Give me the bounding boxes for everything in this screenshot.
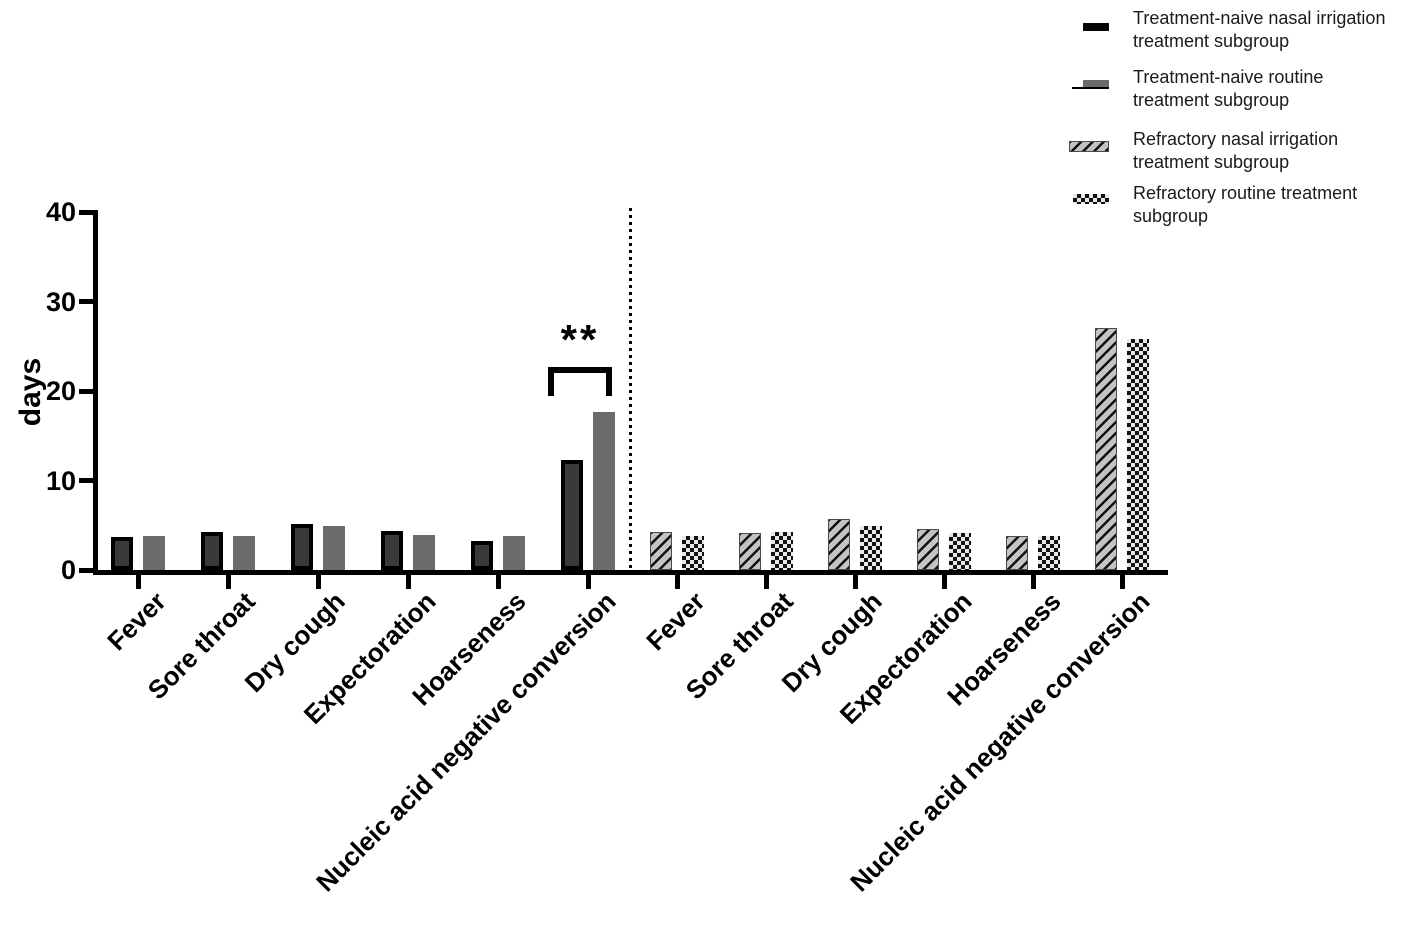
bar-sore-throat-checkered-group2 bbox=[771, 532, 793, 570]
significance-bracket-left-leg bbox=[548, 367, 554, 396]
bar-dry-cough-hatched-group2 bbox=[828, 518, 850, 570]
x-axis-label-fever-group2: Fever bbox=[639, 586, 711, 657]
x-axis-tick bbox=[763, 575, 769, 589]
bar-nucleic-acid-negative-conversion-solid-black-group1 bbox=[561, 459, 583, 570]
significance-bracket bbox=[548, 367, 612, 373]
legend-item-3: Refractory nasal irrigation treatment sub… bbox=[1069, 128, 1338, 174]
x-axis-tick bbox=[941, 575, 947, 589]
y-axis-tick bbox=[79, 388, 94, 394]
y-axis-line bbox=[93, 210, 98, 575]
bar-expectoration-solid-black-group1 bbox=[381, 530, 403, 570]
legend-swatch-wrap bbox=[1069, 7, 1109, 53]
bar-dry-cough-solid-gray-group1 bbox=[323, 526, 345, 570]
x-axis-tick bbox=[225, 575, 231, 589]
y-axis-tick bbox=[79, 567, 94, 573]
legend-item-1: Treatment-naive nasal irrigation treatmen… bbox=[1069, 7, 1385, 53]
bar-fever-solid-gray-group1 bbox=[143, 535, 165, 570]
y-axis-tick-label: 30 bbox=[45, 286, 76, 317]
legend-label-line: treatment subgroup bbox=[1133, 31, 1290, 51]
bar-hoarseness-hatched-group2 bbox=[1006, 535, 1028, 570]
x-axis-line bbox=[93, 570, 1168, 575]
bar-nucleic-acid-negative-conversion-hatched-group2 bbox=[1095, 328, 1117, 570]
solid-black-swatch-icon bbox=[1083, 23, 1109, 31]
checkered-swatch-icon bbox=[1073, 194, 1109, 204]
y-axis-tick-label: 40 bbox=[45, 197, 76, 227]
y-axis-tick bbox=[79, 209, 94, 215]
legend-label-line: Treatment-naive routine bbox=[1133, 67, 1324, 87]
legend-label-line: Refractory nasal irrigation bbox=[1133, 129, 1339, 149]
y-axis-tick-label: 20 bbox=[45, 376, 76, 406]
group-separator-dotted-line bbox=[629, 208, 632, 570]
x-axis-tick bbox=[674, 575, 680, 589]
legend-label: Treatment-naive routine treatment subgrou… bbox=[1133, 66, 1323, 112]
x-axis-tick bbox=[1119, 575, 1125, 589]
y-axis-tick bbox=[79, 299, 94, 304]
bar-fever-hatched-group2 bbox=[650, 532, 672, 570]
bar-sore-throat-solid-black-group1 bbox=[201, 531, 223, 570]
legend-label-line: Treatment-naive nasal irrigation bbox=[1133, 8, 1386, 28]
bar-nucleic-acid-negative-conversion-solid-gray-group1 bbox=[593, 412, 615, 570]
bar-nucleic-acid-negative-conversion-checkered-group2 bbox=[1127, 339, 1149, 570]
y-axis-tick bbox=[79, 478, 94, 483]
y-axis-tick-label: 0 bbox=[60, 555, 76, 585]
x-axis-tick bbox=[315, 575, 321, 589]
x-axis-label-fever-group1: Fever bbox=[100, 586, 172, 657]
x-axis-tick bbox=[135, 575, 141, 589]
x-axis-tick bbox=[1030, 575, 1036, 589]
y-axis-tick-label: 10 bbox=[45, 465, 76, 496]
x-axis-tick bbox=[405, 575, 411, 589]
bar-fever-solid-black-group1 bbox=[111, 536, 133, 570]
bar-sore-throat-solid-gray-group1 bbox=[233, 535, 255, 570]
bar-hoarseness-solid-gray-group1 bbox=[503, 535, 525, 570]
legend-swatch-wrap bbox=[1069, 128, 1109, 174]
solid-gray-swatch-icon bbox=[1072, 80, 1109, 89]
x-axis-tick bbox=[495, 575, 501, 589]
bar-expectoration-checkered-group2 bbox=[949, 533, 971, 570]
bar-dry-cough-solid-black-group1 bbox=[291, 524, 313, 570]
legend-label: Refractory routine treatment subgroup bbox=[1133, 182, 1357, 228]
bar-hoarseness-checkered-group2 bbox=[1038, 535, 1060, 570]
significance-stars: ** bbox=[560, 316, 600, 363]
hatched-swatch-icon bbox=[1069, 141, 1109, 152]
legend-swatch-wrap bbox=[1069, 66, 1109, 112]
bar-fever-checkered-group2 bbox=[682, 535, 704, 570]
legend-swatch-wrap bbox=[1069, 182, 1109, 228]
legend-label: Refractory nasal irrigation treatment sub… bbox=[1133, 128, 1338, 174]
bar-expectoration-hatched-group2 bbox=[917, 528, 939, 570]
bar-dry-cough-checkered-group2 bbox=[860, 526, 882, 570]
legend-label-line: treatment subgroup bbox=[1133, 90, 1290, 110]
x-axis-tick bbox=[852, 575, 858, 589]
legend-label-line: Refractory routine treatment bbox=[1133, 183, 1358, 203]
significance-bracket-right-leg bbox=[606, 367, 612, 396]
legend-label-line: subgroup bbox=[1133, 206, 1209, 226]
legend-item-2: Treatment-naive routine treatment subgrou… bbox=[1069, 66, 1323, 112]
legend-item-4: Refractory routine treatment subgroup bbox=[1069, 182, 1357, 228]
bar-sore-throat-hatched-group2 bbox=[739, 533, 761, 570]
legend-label-line: treatment subgroup bbox=[1133, 152, 1290, 172]
x-axis-tick bbox=[585, 575, 591, 589]
bar-expectoration-solid-gray-group1 bbox=[413, 535, 435, 570]
legend-label: Treatment-naive nasal irrigation treatmen… bbox=[1133, 7, 1385, 53]
chart-legend: Treatment-naive nasal irrigation treatmen… bbox=[1069, 0, 1414, 230]
bar-hoarseness-solid-black-group1 bbox=[471, 541, 493, 570]
